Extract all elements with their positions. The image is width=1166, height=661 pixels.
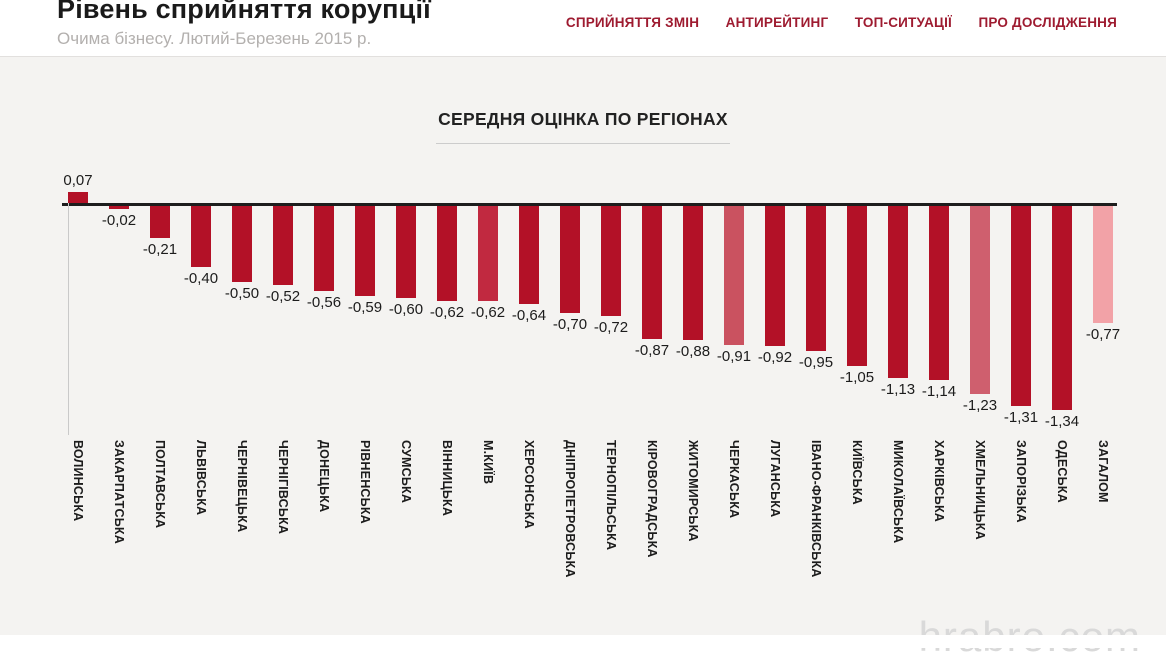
category-label-закарпатська: ЗАКАРПАТСЬКА: [112, 440, 126, 544]
chart-title-wrap: СЕРЕДНЯ ОЦІНКА ПО РЕГІОНАХ: [0, 109, 1166, 144]
bar-херсонська[interactable]: [519, 206, 539, 304]
category-label-чернігівська: ЧЕРНІГІВСЬКА: [276, 440, 290, 535]
bar-чернігівська[interactable]: [273, 206, 293, 285]
category-label-запорізька: ЗАПОРІЗЬКА: [1014, 440, 1028, 523]
category-label-м.київ: М.КИЇВ: [481, 440, 495, 485]
category-label-дніпропетровська: ДНІПРОПЕТРОВСЬКА: [563, 440, 577, 578]
bar-сумська[interactable]: [396, 206, 416, 298]
chart-title: СЕРЕДНЯ ОЦІНКА ПО РЕГІОНАХ: [436, 109, 730, 144]
category-label-хмельницька: ХМЕЛЬНИЦЬКА: [973, 440, 987, 540]
bar-львівська[interactable]: [191, 206, 211, 267]
bar-value-label: -0,50: [224, 285, 260, 302]
nav-link-perception-of-changes[interactable]: СПРИЙНЯТТЯ ЗМІН: [565, 15, 700, 30]
bar-харківська[interactable]: [929, 206, 949, 380]
page-subtitle: Очима бізнесу. Лютий-Березень 2015 р.: [57, 29, 372, 48]
bar-закарпатська[interactable]: [109, 206, 129, 209]
bar-луганська[interactable]: [765, 206, 785, 346]
bar-value-label: -1,34: [1044, 413, 1080, 430]
bar-донецька[interactable]: [314, 206, 334, 291]
bar-value-label: -0,62: [470, 304, 506, 321]
category-label-черкаська: ЧЕРКАСЬКА: [727, 440, 741, 519]
bar-value-label: -0,56: [306, 294, 342, 311]
category-label-київська: КИЇВСЬКА: [850, 440, 864, 505]
y-axis-line: [68, 203, 69, 435]
header: Рівень сприйняття корупції Очима бізнесу…: [0, 0, 1166, 57]
bar-value-label: -0,87: [634, 342, 670, 359]
zero-axis-line: [62, 203, 1117, 206]
nav-link-about-research[interactable]: ПРО ДОСЛІДЖЕННЯ: [978, 15, 1117, 30]
category-label-донецька: ДОНЕЦЬКА: [317, 440, 331, 513]
bar-value-label: -0,60: [388, 301, 424, 318]
bar-м.київ[interactable]: [478, 206, 498, 301]
bar-value-label: -0,77: [1085, 326, 1121, 343]
bar-вінницька[interactable]: [437, 206, 457, 301]
page-title: Рівень сприйняття корупції: [57, 0, 431, 24]
chart-section: СЕРЕДНЯ ОЦІНКА ПО РЕГІОНАХ 0,07 ВОЛИНСЬКА…: [0, 57, 1166, 660]
bar-київська[interactable]: [847, 206, 867, 366]
main-nav: СПРИЙНЯТТЯ ЗМІН АНТИРЕЙТИНГ ТОП-СИТУАЦІЇ…: [544, 14, 1117, 32]
category-label-волинська: ВОЛИНСЬКА: [71, 440, 85, 522]
bar-value-label: -1,23: [962, 397, 998, 414]
bar-волинська[interactable]: [68, 192, 88, 203]
category-label-миколаївська: МИКОЛАЇВСЬКА: [891, 440, 905, 544]
nav-link-antirating[interactable]: АНТИРЕЙТИНГ: [725, 15, 829, 30]
bar-житомирська[interactable]: [683, 206, 703, 340]
bar-івано-франківська[interactable]: [806, 206, 826, 351]
bar-рівненська[interactable]: [355, 206, 375, 296]
bar-value-label: -0,59: [347, 299, 383, 316]
category-label-рівненська: РІВНЕНСЬКА: [358, 440, 372, 524]
bar-тернопільська[interactable]: [601, 206, 621, 316]
bar-загалом[interactable]: [1093, 206, 1113, 323]
bar-value-label: -0,02: [101, 212, 137, 229]
bar-value-label: -0,52: [265, 288, 301, 305]
category-label-полтавська: ПОЛТАВСЬКА: [153, 440, 167, 529]
bar-value-label: -0,40: [183, 270, 219, 287]
bar-value-label: -0,21: [142, 241, 178, 258]
bar-хмельницька[interactable]: [970, 206, 990, 394]
bar-value-label: -1,14: [921, 383, 957, 400]
bar-value-label: -0,64: [511, 307, 547, 324]
bar-value-label: -1,05: [839, 369, 875, 386]
bar-value-label: -1,31: [1003, 409, 1039, 426]
bar-value-label: -0,88: [675, 343, 711, 360]
bar-дніпропетровська[interactable]: [560, 206, 580, 313]
bar-value-label: -0,62: [429, 304, 465, 321]
category-label-кіровоградська: КІРОВОГРАДСЬКА: [645, 440, 659, 558]
category-label-львівська: ЛЬВІВСЬКА: [194, 440, 208, 516]
category-label-сумська: СУМСЬКА: [399, 440, 413, 504]
category-label-тернопільська: ТЕРНОПІЛЬСЬКА: [604, 440, 618, 551]
category-label-херсонська: ХЕРСОНСЬКА: [522, 440, 536, 529]
bar-одеська[interactable]: [1052, 206, 1072, 410]
bar-value-label: -0,91: [716, 348, 752, 365]
category-label-івано-франківська: ІВАНО-ФРАНКІВСЬКА: [809, 440, 823, 578]
nav-link-top-situations[interactable]: ТОП-СИТУАЦІЇ: [854, 15, 952, 30]
category-label-луганська: ЛУГАНСЬКА: [768, 440, 782, 518]
bar-миколаївська[interactable]: [888, 206, 908, 378]
category-label-житомирська: ЖИТОМИРСЬКА: [686, 440, 700, 542]
bar-value-label: -0,95: [798, 354, 834, 371]
bar-value-label: -0,92: [757, 349, 793, 366]
category-label-чернівецька: ЧЕРНІВЕЦЬКА: [235, 440, 249, 533]
category-label-одеська: ОДЕСЬКА: [1055, 440, 1069, 503]
bar-чернівецька[interactable]: [232, 206, 252, 282]
bar-value-label: -0,72: [593, 319, 629, 336]
bottom-strip: [0, 635, 1166, 648]
bar-кіровоградська[interactable]: [642, 206, 662, 339]
bar-черкаська[interactable]: [724, 206, 744, 345]
bar-value-label: 0,07: [63, 172, 93, 189]
bar-полтавська[interactable]: [150, 206, 170, 238]
bar-запорізька[interactable]: [1011, 206, 1031, 406]
category-label-вінницька: ВІННИЦЬКА: [440, 440, 454, 517]
category-label-харківська: ХАРКІВСЬКА: [932, 440, 946, 523]
bar-value-label: -0,70: [552, 316, 588, 333]
category-label-загалом: ЗАГАЛОМ: [1096, 440, 1110, 503]
bar-value-label: -1,13: [880, 381, 916, 398]
